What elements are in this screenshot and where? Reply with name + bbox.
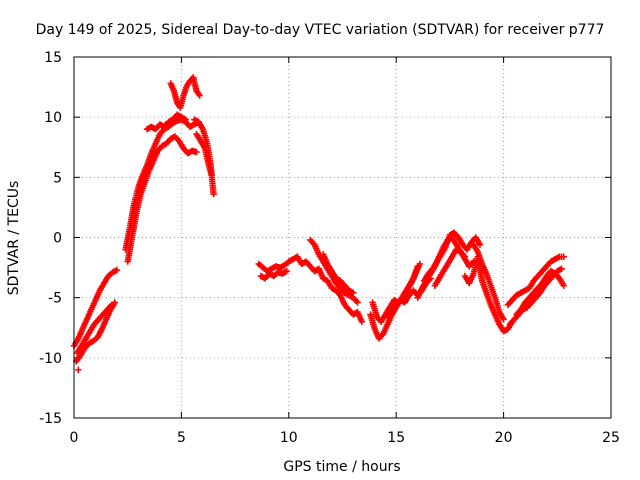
y-tick-label: -10 bbox=[39, 351, 62, 367]
x-tick-label: 25 bbox=[602, 430, 620, 446]
data-point bbox=[182, 116, 189, 123]
y-tick-label: 0 bbox=[53, 231, 62, 247]
data-point bbox=[416, 260, 424, 268]
data-point bbox=[560, 282, 567, 289]
data-point bbox=[75, 366, 82, 374]
data-point bbox=[208, 171, 215, 179]
data-point bbox=[558, 265, 565, 272]
x-axis-label: GPS time / hours bbox=[283, 459, 400, 475]
y-tick-label: 5 bbox=[53, 170, 62, 186]
data-point bbox=[210, 190, 217, 198]
data-point bbox=[283, 267, 290, 275]
x-tick-label: 20 bbox=[495, 430, 513, 446]
x-tick-label: 15 bbox=[387, 430, 405, 446]
y-tick-label: 10 bbox=[44, 110, 62, 126]
data-point bbox=[500, 316, 507, 323]
data-point bbox=[350, 289, 357, 297]
x-tick-label: 5 bbox=[177, 430, 186, 446]
data-point bbox=[461, 253, 469, 260]
data-point bbox=[358, 318, 366, 325]
data-point bbox=[354, 299, 361, 306]
data-point bbox=[193, 148, 200, 156]
x-tick-label: 0 bbox=[70, 430, 79, 446]
plot-frame bbox=[73, 56, 612, 419]
y-tick-label: 15 bbox=[44, 50, 62, 66]
data-point bbox=[113, 266, 121, 274]
x-tick-label: 10 bbox=[280, 430, 298, 446]
data-point bbox=[111, 299, 119, 306]
data-point bbox=[108, 301, 115, 309]
chart-title: Day 149 of 2025, Sidereal Day-to-day VTE… bbox=[36, 22, 605, 38]
grid bbox=[74, 57, 611, 418]
y-axis-label: SDTVAR / TECUs bbox=[6, 181, 22, 296]
data-point bbox=[196, 92, 203, 99]
data-point bbox=[560, 253, 567, 260]
y-tick-label: -5 bbox=[48, 291, 62, 307]
y-tick-label: -15 bbox=[39, 411, 62, 427]
data-points bbox=[70, 74, 567, 374]
data-point bbox=[476, 241, 484, 248]
